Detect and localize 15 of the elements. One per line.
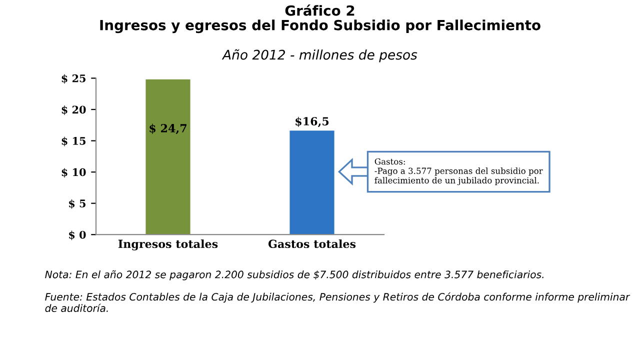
y-tick-label: $ 10 (62, 168, 86, 178)
chart-subtitle: Año 2012 - millones de pesos (222, 49, 418, 62)
y-tick-label: $ 20 (62, 106, 86, 115)
x-tick-label: Gastos totales (268, 239, 356, 248)
text: Nota: En el año 2012 se pagaron 2.200 subsidios de $7.500 distribuidos entre 3.577 beneficiarios. (45, 270, 544, 280)
data-label: $ 24,7 (150, 124, 186, 134)
chart-title: Gráfico 2 Ingresos y egresos del Fondo Subsidio por Fallecimiento (100, 4, 540, 34)
y-tick-label: $ 15 (62, 136, 86, 146)
annotation: Gastos: -Pago a 3.577 personas del subsidio por fallecimiento de un jubilado provincial. (374, 158, 543, 186)
x-tick-label: Ingresos totales (118, 239, 218, 250)
data-label: $16,5 (296, 116, 329, 128)
y-tick-label: $ 0 (69, 230, 86, 240)
y-tick-label: $ 25 (62, 74, 86, 84)
y-tick-label: $ 5 (69, 199, 86, 209)
source-note: Fuente: Estados Contables de la Caja de Jubilaciones, Pensiones y Retiros de Córdoba conforme informe preliminar de auditoría. (45, 292, 630, 312)
